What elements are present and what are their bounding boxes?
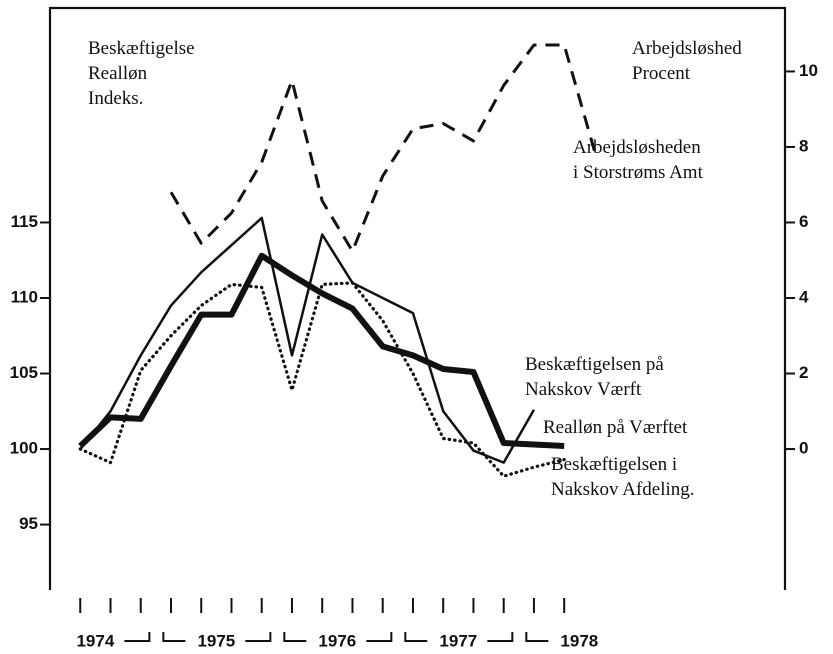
x-year-label: 1975 <box>197 631 235 650</box>
y2-tick-label: 10 <box>799 61 818 80</box>
year-bracket <box>366 632 393 642</box>
y2-axis-title: Arbejdsløshed <box>632 38 742 59</box>
series-label: Beskæftigelsen i <box>551 454 677 475</box>
year-bracket <box>487 632 514 642</box>
year-bracket <box>283 632 307 642</box>
y-tick-label: 110 <box>11 287 38 306</box>
series-line <box>169 43 596 253</box>
series-line <box>79 216 536 464</box>
y2-tick-label: 4 <box>799 287 809 306</box>
y-axis-title: Beskæftigelse <box>88 38 195 59</box>
year-bracket <box>245 632 272 642</box>
y2-tick-label: 6 <box>799 212 808 231</box>
y2-tick-label: 2 <box>799 363 808 382</box>
y2-tick-label: 8 <box>799 136 808 155</box>
x-year-label: 1977 <box>439 631 477 650</box>
year-bracket <box>404 632 428 642</box>
y2-axis-title: Procent <box>632 63 691 84</box>
series-label: Nakskov Afdeling. <box>551 479 695 500</box>
y-tick-label: 95 <box>19 514 38 533</box>
series-label: i Storstrøms Amt <box>573 162 704 183</box>
year-bracket <box>124 632 151 642</box>
series-label: Nakskov Værft <box>525 379 642 400</box>
y-axis-title: Realløn <box>88 63 148 84</box>
series-line <box>78 252 565 450</box>
x-year-label: 1976 <box>318 631 356 650</box>
x-year-label: 1974 <box>76 631 114 650</box>
year-bracket <box>162 632 186 642</box>
series-line <box>78 281 566 478</box>
y-axis-title: Indeks. <box>88 88 143 109</box>
series-label: Arbejdsløsheden <box>573 137 701 158</box>
frame <box>48 6 787 590</box>
y2-tick-label: 0 <box>799 439 808 458</box>
year-bracket <box>525 632 549 642</box>
series-label: Beskæftigelsen på <box>525 354 664 375</box>
x-year-label: 1978 <box>560 631 598 650</box>
y-tick-label: 105 <box>10 363 38 382</box>
series-label: Realløn på Værftet <box>543 417 688 438</box>
y-tick-label: 100 <box>10 439 38 458</box>
y-tick-label: 115 <box>11 212 38 231</box>
